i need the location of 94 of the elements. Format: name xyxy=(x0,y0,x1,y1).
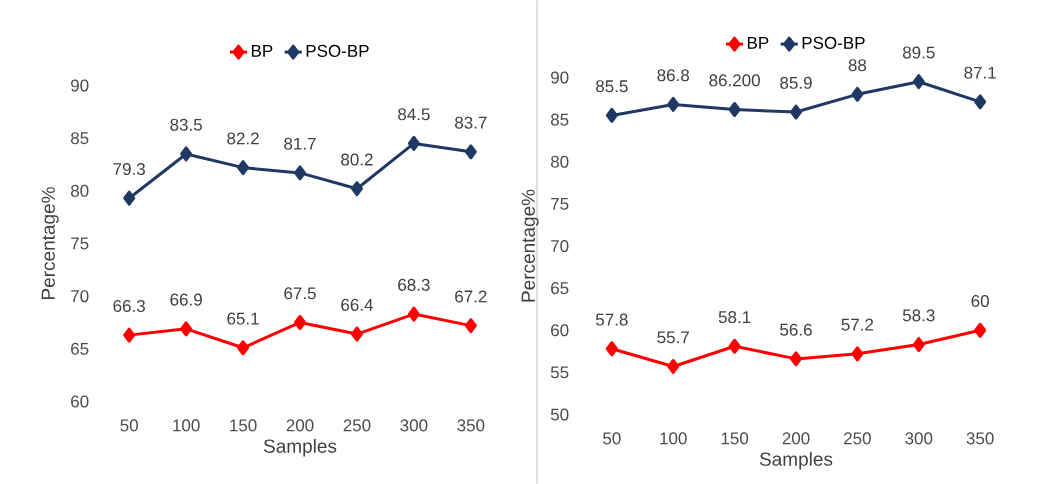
point xyxy=(667,96,680,112)
data-label: 81.7 xyxy=(284,137,316,150)
data-label: 66.4 xyxy=(341,298,373,311)
point xyxy=(974,322,987,338)
point xyxy=(605,107,618,123)
data-label: 66.3 xyxy=(113,299,145,312)
y-tick-label: 85 xyxy=(70,132,89,145)
y-tick-label: 90 xyxy=(71,79,89,92)
point xyxy=(790,351,802,367)
data-label: 57.8 xyxy=(595,313,628,326)
x-tick-label: 350 xyxy=(457,419,485,432)
data-label: 85.9 xyxy=(780,76,812,89)
data-label: 85.5 xyxy=(596,80,628,93)
x-tick-label: 50 xyxy=(603,432,621,445)
data-label: 86.200 xyxy=(709,74,760,87)
y-tick-label: 80 xyxy=(70,184,89,197)
x-tick-label: 350 xyxy=(966,432,994,445)
data-label: 84.5 xyxy=(398,108,430,121)
data-label: 66.9 xyxy=(170,293,202,306)
point xyxy=(464,144,477,160)
x-axis-title: Samples xyxy=(759,451,833,470)
point xyxy=(790,104,802,120)
data-label: 87.1 xyxy=(964,66,996,79)
point xyxy=(294,314,307,330)
point xyxy=(294,165,307,181)
point xyxy=(912,337,925,353)
x-tick-label: 200 xyxy=(286,419,314,432)
y-tick-label: 70 xyxy=(551,239,569,253)
x-axis-title: Samples xyxy=(263,438,337,457)
point xyxy=(974,94,987,110)
data-label: 83.7 xyxy=(455,116,487,129)
point xyxy=(464,318,477,334)
x-tick-label: 250 xyxy=(343,419,371,432)
point xyxy=(728,338,741,354)
point xyxy=(407,135,420,151)
y-tick-label: 65 xyxy=(551,282,569,295)
legend-label: PSO-BP xyxy=(306,44,369,57)
y-axis-title: Percentage% xyxy=(41,187,59,299)
data-label: 58.3 xyxy=(902,309,935,322)
point xyxy=(851,346,864,362)
point xyxy=(237,160,250,176)
data-label: 58.1 xyxy=(718,311,751,324)
data-label: 67.2 xyxy=(455,290,487,303)
y-tick-label: 85 xyxy=(550,113,569,126)
data-label: 83.5 xyxy=(170,118,202,131)
x-tick-label: 100 xyxy=(173,419,200,432)
x-tick-label: 150 xyxy=(230,419,257,432)
x-tick-label: 150 xyxy=(721,432,749,445)
x-tick-label: 300 xyxy=(905,432,933,445)
point xyxy=(180,146,193,162)
point xyxy=(180,321,193,337)
data-label: 79.3 xyxy=(113,162,145,176)
y-axis-title: Percentage% xyxy=(521,189,539,302)
y-tick-label: 60 xyxy=(551,324,569,337)
data-label: 89.5 xyxy=(902,46,935,59)
legend-label: PSO-BP xyxy=(802,36,865,49)
point xyxy=(350,326,363,342)
y-tick-label: 65 xyxy=(71,342,89,355)
point xyxy=(123,190,136,206)
data-label: 60 xyxy=(971,295,989,308)
point xyxy=(667,358,680,374)
data-label: 67.5 xyxy=(284,287,316,300)
x-tick-label: 250 xyxy=(844,432,871,445)
x-tick-label: 200 xyxy=(782,432,810,445)
data-label: 56.6 xyxy=(780,323,812,336)
data-label: 82.2 xyxy=(227,132,259,145)
data-label: 68.3 xyxy=(398,278,430,291)
point xyxy=(237,340,250,356)
point xyxy=(350,181,363,197)
legend-label: BP xyxy=(251,44,273,57)
y-tick-label: 80 xyxy=(550,155,569,168)
point xyxy=(851,86,864,102)
x-tick-label: 100 xyxy=(660,432,687,445)
y-tick-label: 75 xyxy=(551,197,569,210)
point xyxy=(912,74,925,90)
x-tick-label: 50 xyxy=(120,419,138,432)
y-tick-label: 75 xyxy=(71,237,89,250)
y-tick-label: 50 xyxy=(550,408,569,421)
x-tick-label: 300 xyxy=(400,419,428,432)
data-label: 57.2 xyxy=(841,318,874,331)
data-label: 86.8 xyxy=(657,69,690,82)
data-label: 65.1 xyxy=(227,312,259,325)
y-tick-label: 90 xyxy=(551,71,569,84)
data-label: 88 xyxy=(848,59,867,72)
y-tick-label: 60 xyxy=(71,395,89,408)
point xyxy=(605,341,618,357)
point xyxy=(407,306,420,322)
y-tick-label: 70 xyxy=(71,290,89,303)
y-tick-label: 55 xyxy=(550,366,569,379)
data-label: 80.2 xyxy=(341,153,373,166)
point xyxy=(728,102,741,118)
legend-label: BP xyxy=(747,36,769,49)
point xyxy=(123,327,136,343)
data-label: 55.7 xyxy=(657,331,689,344)
